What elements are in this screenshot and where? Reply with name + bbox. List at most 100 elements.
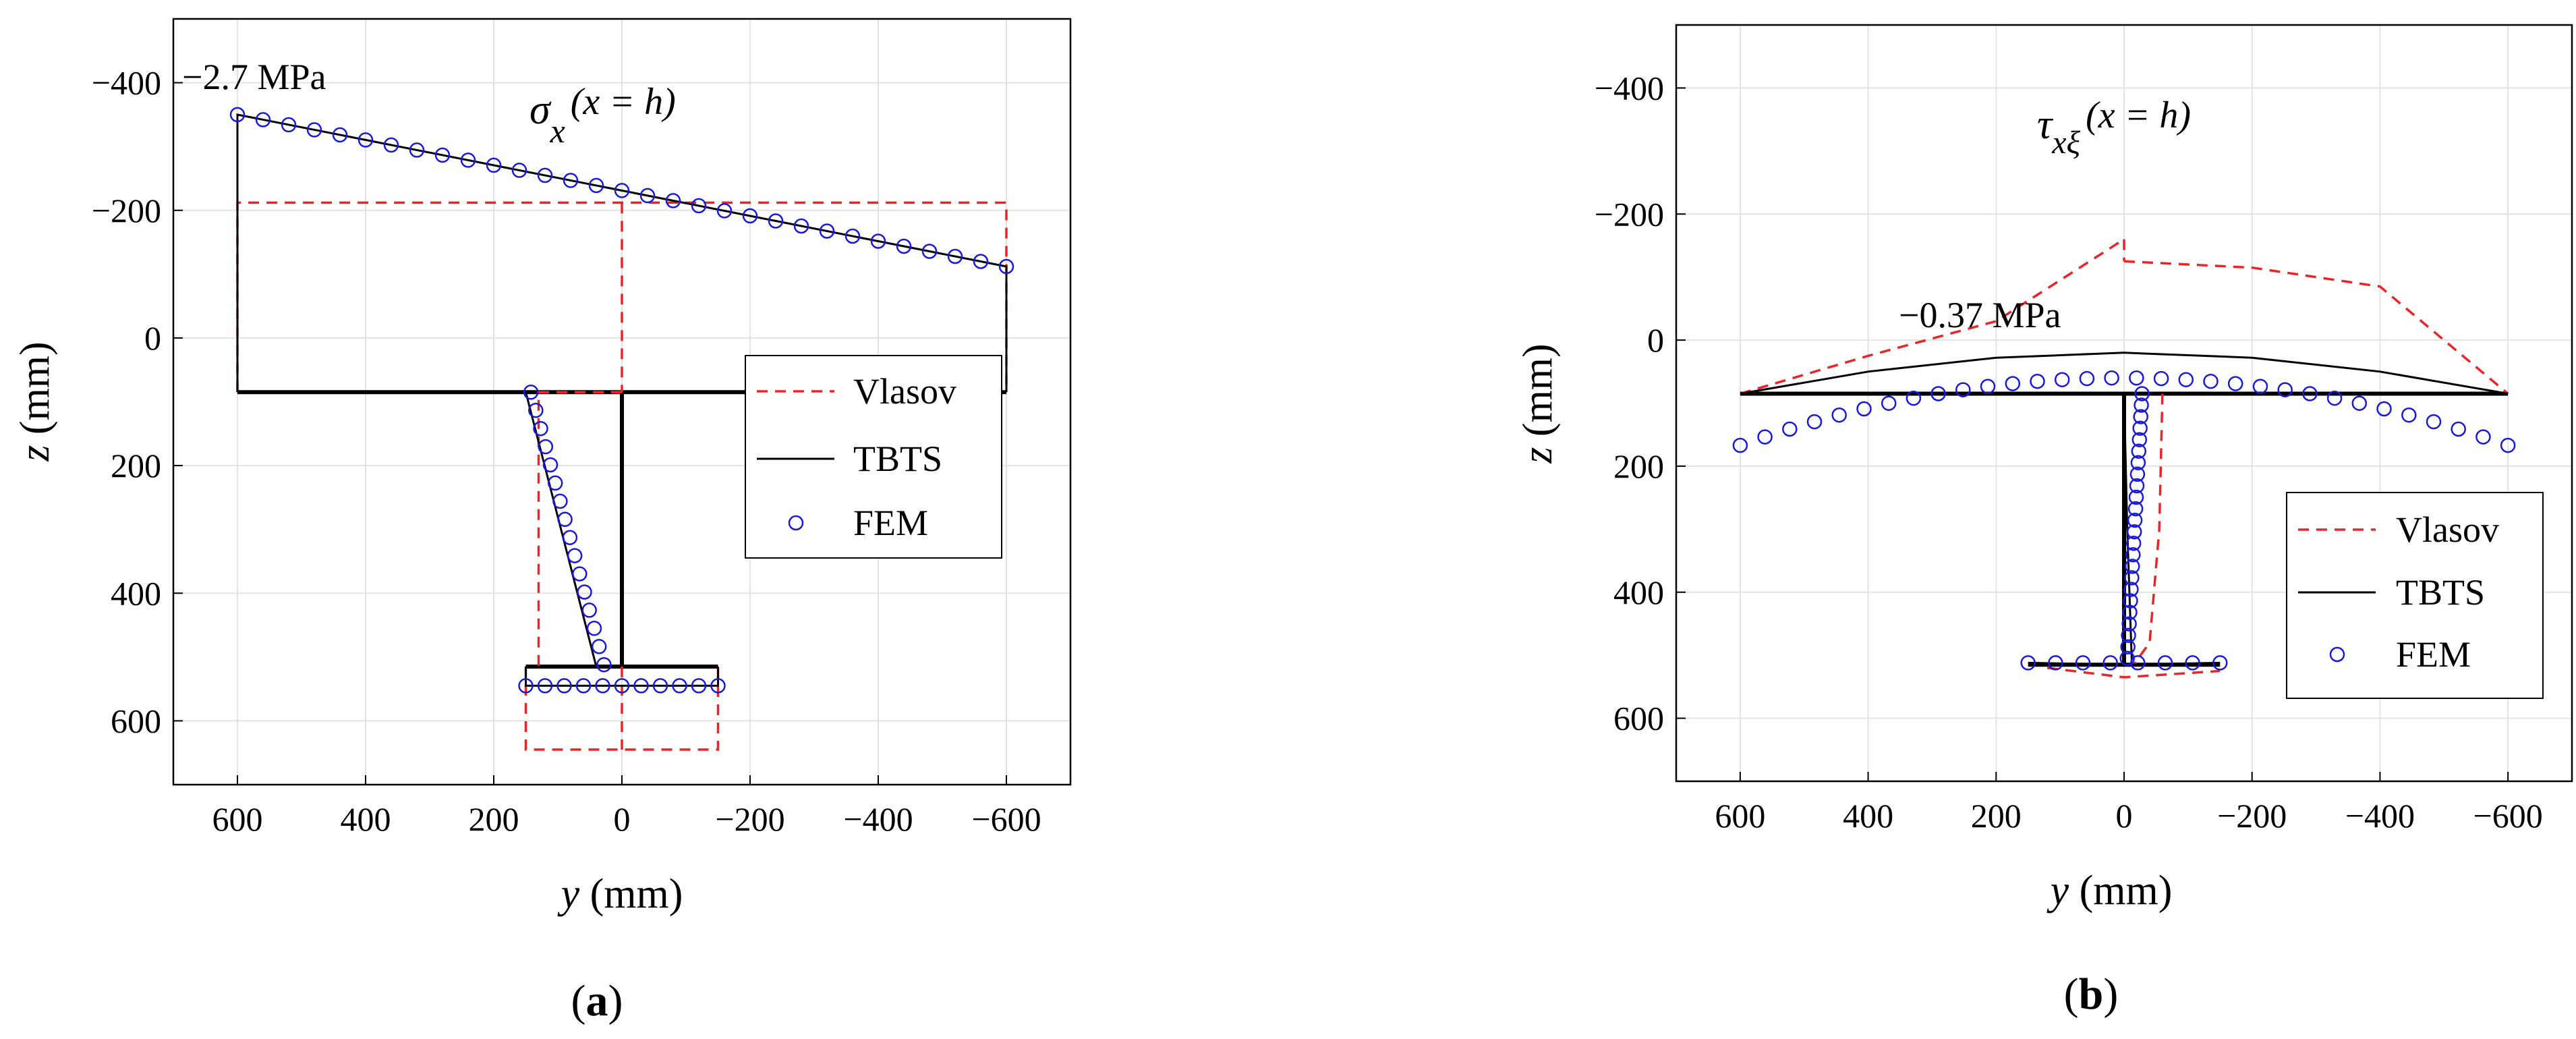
fem-marker-b (2185, 655, 2200, 671)
fem-marker-a (672, 678, 687, 694)
fem-marker-a (896, 238, 912, 254)
fem-marker-b (1732, 437, 1748, 453)
fem-marker-b (2129, 478, 2145, 494)
y-tick-label-a: 600 (111, 702, 161, 739)
fem-marker-b (2125, 536, 2142, 551)
vlasov-line-a (537, 391, 622, 667)
x-tick-label-a: −200 (715, 800, 784, 838)
data-marks-b (1732, 238, 2516, 679)
y-tick-labels-b: −400 −200 0 200 400 600 (1595, 69, 1664, 737)
vlasov-line-a (524, 667, 720, 751)
fem-marker-b (2125, 547, 2141, 563)
panel-label-a-open: ( (571, 976, 586, 1026)
x-tick-label-a: 0 (614, 800, 631, 838)
legend-a-fem-label: FEM (853, 503, 928, 543)
y-tick-label-a: 0 (144, 319, 161, 357)
x-tick-label-a: 200 (469, 800, 519, 838)
fem-marker-a (710, 678, 726, 694)
fem-marker-a (460, 152, 476, 168)
fem-marker-b (2005, 376, 2021, 391)
fem-marker-a (998, 258, 1014, 275)
x-tick-label-a: −600 (971, 800, 1041, 838)
title-b: τxξ(x = h) (2037, 94, 2191, 161)
fem-marker-b (1906, 390, 1922, 406)
fem-marker-a (591, 639, 607, 654)
legend-b-vlasov-label: Vlasov (2396, 509, 2499, 550)
fem-marker-a (306, 122, 322, 138)
fem-marker-a (542, 457, 559, 473)
fem-marker-b (2302, 386, 2318, 401)
fem-marker-b (2124, 570, 2140, 586)
fem-marker-a (229, 107, 246, 123)
fem-marker-a (409, 142, 425, 158)
fem-marker-a (528, 402, 544, 418)
fem-marker-b (2351, 395, 2368, 411)
x-tick-label-b: 0 (2116, 797, 2133, 835)
fem-marker-b (1856, 401, 1872, 417)
x-tick-label-b: −600 (2473, 797, 2543, 835)
title-a: σx(x = h) (529, 81, 676, 150)
panel-label-a-close: ) (608, 976, 623, 1026)
x-tick-label-b: 200 (1971, 797, 2022, 835)
y-tick-label-a: −400 (92, 64, 161, 102)
fem-marker-b (2203, 373, 2219, 389)
fem-marker-a (562, 530, 578, 545)
y-axis-var-a: z (12, 445, 58, 462)
fem-marker-a (793, 218, 809, 234)
tbts-line-a (525, 391, 598, 667)
fem-marker-b (2130, 655, 2146, 671)
fem-marker-a (596, 656, 612, 673)
fem-marker-a (691, 198, 707, 214)
x-tick-label-a: −400 (843, 800, 913, 838)
x-axis-unit-b: (mm) (2069, 868, 2172, 914)
x-tick-labels-b: 600 400 200 0 −200 −400 −600 (1715, 797, 2542, 835)
axes-box-b (1675, 24, 2573, 783)
fem-marker-b (2130, 455, 2146, 471)
fem-marker-b (2426, 414, 2442, 430)
y-axis-unit-b: (mm) (1515, 343, 1561, 447)
annotation-a: −2.7 MPa (182, 57, 326, 97)
x-axis-unit-a: (mm) (579, 871, 683, 917)
legend-a-box (745, 355, 1002, 559)
y-tick-label-b: 0 (1647, 321, 1664, 359)
fem-marker-b (2054, 372, 2070, 387)
x-axis-label-b: y (mm) (2047, 868, 2173, 914)
y-tick-label-a: 400 (111, 574, 161, 612)
panel-label-b-close: ) (2103, 970, 2118, 1019)
fem-marker-a (567, 548, 583, 563)
legend-b-tbts-label: TBTS (2396, 572, 2485, 613)
fem-marker-b (2212, 655, 2228, 671)
fem-marker-a (614, 183, 630, 198)
data-marks-a (229, 107, 1014, 751)
legend-b: Vlasov TBTS FEM (2286, 492, 2544, 699)
fem-marker-a (357, 132, 374, 148)
legend-a: Vlasov TBTS FEM (745, 355, 1002, 559)
fem-marker-b (2326, 390, 2343, 406)
x-tick-label-b: −200 (2217, 797, 2287, 835)
fem-marker-a (614, 678, 630, 694)
fem-marker-a (538, 439, 554, 455)
x-axis-label-a: y (mm) (557, 871, 683, 917)
fem-marker-a (639, 188, 656, 204)
fem-marker-b (1782, 421, 1798, 437)
fem-marker-a (633, 678, 649, 694)
x-axis-var-b: y (2047, 868, 2069, 914)
fem-marker-a (768, 213, 784, 229)
title-b-symbol: τ (2037, 102, 2054, 148)
fem-marker-a (434, 147, 451, 163)
y-axis-label-a: z (mm) (12, 341, 58, 461)
panel-label-b: (b) (2064, 970, 2119, 1019)
fem-marker-a (523, 385, 539, 400)
vlasov-line-b (2047, 667, 2221, 679)
x-tick-labels-a: 600 400 200 0 −200 −400 −600 (212, 800, 1041, 838)
y-tick-label-b: −200 (1595, 195, 1664, 233)
fem-marker-a (332, 127, 348, 143)
fem-marker-a (511, 163, 527, 178)
title-a-subscript: x (550, 112, 565, 150)
title-b-subscript: xξ (2051, 125, 2080, 161)
fem-marker-a (281, 117, 297, 133)
fem-marker-b (2079, 370, 2095, 387)
x-tick-label-b: 600 (1715, 797, 1765, 835)
x-axis-var-a: y (557, 871, 580, 917)
